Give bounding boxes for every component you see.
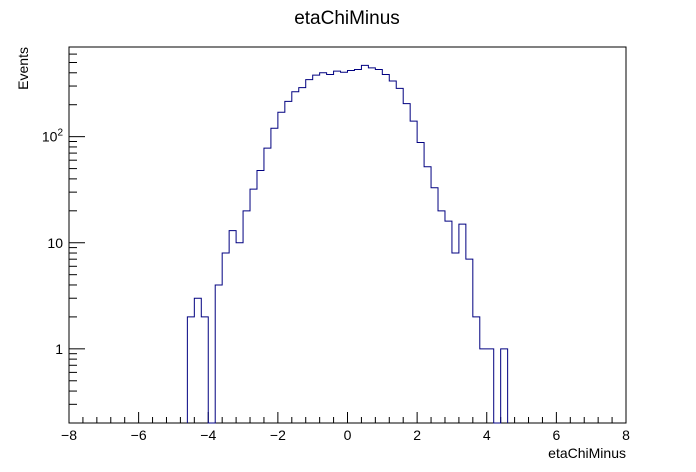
x-axis-title: etaChiMinus <box>548 445 626 461</box>
x-tick-label: 8 <box>622 427 630 443</box>
y-tick-label: 1 <box>55 341 63 357</box>
plot-frame <box>68 46 627 424</box>
chart-title: etaChiMinus <box>294 8 400 29</box>
x-tick-label: −8 <box>61 427 77 443</box>
x-tick-label: −6 <box>131 427 147 443</box>
histogram-series <box>186 64 509 424</box>
y-tick-label: 102 <box>42 128 64 145</box>
y-tick-label: 10 <box>47 235 63 251</box>
y-axis-ticks: 1 10 102 <box>42 46 85 424</box>
x-tick-label: 2 <box>413 427 421 443</box>
y-axis-title: Events <box>15 47 31 90</box>
x-tick-label: −2 <box>270 427 286 443</box>
x-axis-ticks: −8 −6 −4 −2 0 2 4 6 8 <box>61 412 630 443</box>
x-tick-label: −4 <box>200 427 216 443</box>
x-tick-label: 4 <box>483 427 491 443</box>
x-tick-label: 6 <box>552 427 560 443</box>
x-tick-label: 0 <box>344 427 352 443</box>
